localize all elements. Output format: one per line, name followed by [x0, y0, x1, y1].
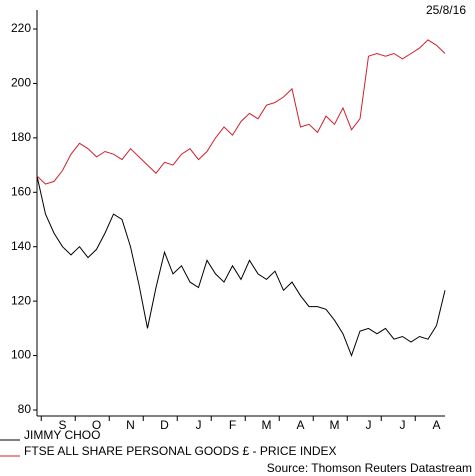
y-tick-label: 120: [11, 293, 31, 307]
x-tick-label: A: [432, 418, 440, 432]
series-line: [36, 175, 446, 358]
x-tick-label: J: [196, 418, 202, 432]
x-tick-label: J: [400, 418, 406, 432]
y-tick-label: 80: [18, 402, 32, 416]
x-tick-label: M: [330, 418, 340, 432]
x-tick-label: S: [58, 418, 66, 432]
legend-label: JIMMY CHOO: [24, 428, 100, 442]
x-tick-label: N: [126, 418, 135, 432]
y-tick-label: 160: [11, 184, 31, 198]
y-tick-label: 140: [11, 239, 31, 253]
series-line: [36, 39, 446, 185]
y-tick-label: 200: [11, 76, 31, 90]
y-tick-label: 100: [11, 348, 31, 362]
legend-label: FTSE ALL SHARE PERSONAL GOODS £ - PRICE …: [24, 444, 337, 458]
y-tick-label: 220: [11, 21, 31, 35]
x-tick-label: J: [366, 418, 372, 432]
y-tick-label: 180: [11, 130, 31, 144]
x-tick-label: O: [92, 418, 101, 432]
x-tick-label: D: [160, 418, 169, 432]
source-label: Source: Thomson Reuters Datastream: [267, 461, 472, 475]
date-label: 25/8/16: [426, 3, 466, 17]
x-tick-label: A: [296, 418, 304, 432]
x-tick-label: F: [229, 418, 236, 432]
x-tick-label: M: [262, 418, 272, 432]
